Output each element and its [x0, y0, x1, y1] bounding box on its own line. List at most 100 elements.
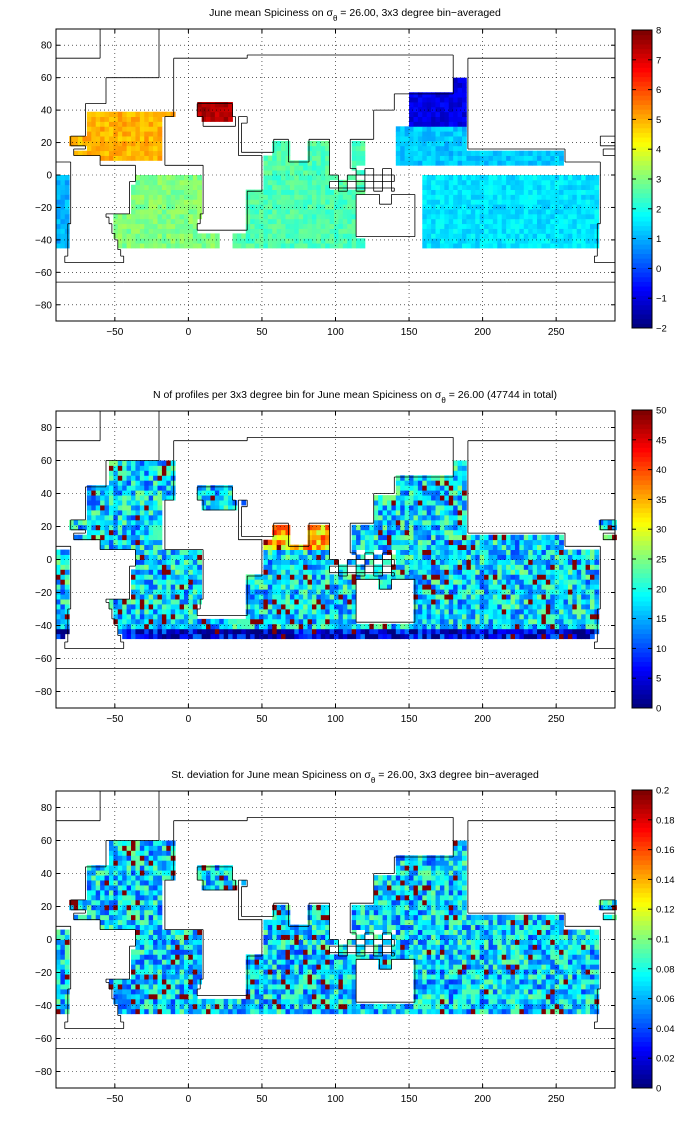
heatmap-cell	[73, 904, 79, 911]
heatmap-cell	[417, 126, 423, 132]
heatmap-cell	[100, 121, 105, 127]
heatmap-cell	[104, 914, 110, 921]
heatmap-cell	[347, 209, 353, 215]
heatmap-cell	[431, 194, 436, 200]
heatmap-cell	[157, 475, 163, 481]
heatmap-cell	[285, 604, 291, 610]
heatmap-cell	[519, 633, 525, 640]
heatmap-cell	[448, 155, 454, 161]
colorbar-swatch	[632, 684, 652, 690]
heatmap-cell	[214, 116, 220, 122]
heatmap-cell	[342, 618, 348, 625]
heatmap-cell	[514, 613, 520, 620]
heatmap-cell	[475, 194, 481, 200]
heatmap-cell	[492, 238, 498, 244]
heatmap-cell	[550, 179, 556, 186]
heatmap-cell	[382, 529, 388, 536]
heatmap-cell	[537, 228, 542, 234]
heatmap-cell	[554, 209, 560, 215]
heatmap-cell	[439, 529, 445, 536]
heatmap-cell	[545, 589, 551, 595]
heatmap-cell	[183, 549, 189, 555]
heatmap-cell	[378, 579, 383, 585]
heatmap-cell	[395, 480, 401, 486]
heatmap-cell	[148, 204, 154, 210]
heatmap-cell	[236, 623, 242, 630]
heatmap-cell	[426, 145, 432, 152]
heatmap-cell	[170, 604, 176, 610]
heatmap-cell	[448, 628, 454, 635]
heatmap-cell	[501, 223, 507, 229]
heatmap-cell	[95, 904, 101, 911]
heatmap-cell	[161, 613, 167, 620]
heatmap-cell	[378, 534, 383, 541]
heatmap-cell	[563, 589, 569, 595]
heatmap-cell	[126, 470, 132, 476]
heatmap-cell	[492, 539, 498, 546]
heatmap-cell	[488, 604, 494, 610]
heatmap-cell	[563, 243, 569, 249]
heatmap-cell	[594, 184, 600, 190]
heatmap-cell	[117, 145, 123, 152]
heatmap-cell	[91, 519, 97, 526]
heatmap-cell	[144, 618, 150, 625]
heatmap-cell	[545, 633, 551, 640]
heatmap-cell	[488, 618, 494, 625]
heatmap-cell	[78, 534, 83, 541]
heatmap-cell	[466, 633, 472, 640]
heatmap-cell	[183, 218, 189, 225]
heatmap-cell	[316, 618, 322, 625]
heatmap-cell	[126, 628, 132, 635]
heatmap-cell	[457, 564, 463, 570]
heatmap-cell	[113, 860, 119, 866]
heatmap-cell	[532, 539, 538, 546]
heatmap-cell	[86, 111, 92, 117]
heatmap-cell	[523, 584, 529, 590]
heatmap-cell	[126, 618, 132, 625]
heatmap-cell	[320, 170, 326, 176]
heatmap-cell	[475, 609, 481, 615]
heatmap-cell	[444, 213, 450, 220]
heatmap-cell	[311, 628, 317, 635]
heatmap-cell	[470, 574, 476, 580]
heatmap-cell	[462, 480, 467, 486]
heatmap-cell	[334, 604, 339, 610]
heatmap-cell	[400, 623, 406, 630]
heatmap-cell	[559, 189, 564, 195]
colorbar-tick-label: 25	[656, 555, 667, 566]
heatmap-cell	[510, 150, 516, 156]
heatmap-cell	[514, 609, 520, 615]
heatmap-cell	[453, 131, 458, 137]
heatmap-cell	[131, 584, 136, 590]
heatmap-cell	[519, 604, 525, 610]
heatmap-cell	[572, 609, 578, 615]
heatmap-cell	[404, 150, 410, 156]
heatmap-cell	[117, 514, 123, 521]
heatmap-cell	[135, 126, 141, 132]
heatmap-cell	[104, 490, 110, 496]
heatmap-cell	[550, 150, 556, 156]
heatmap-cell	[439, 126, 445, 132]
heatmap-cell	[572, 594, 578, 600]
heatmap-cell	[453, 549, 458, 555]
heatmap-cell	[444, 519, 450, 526]
heatmap-cell	[281, 204, 286, 210]
heatmap-cell	[267, 238, 273, 244]
colorbar-swatch	[632, 503, 652, 509]
heatmap-cell	[100, 505, 105, 511]
heatmap-cell	[342, 189, 348, 195]
colorbar-tick-label: 1	[656, 234, 661, 245]
heatmap-cell	[514, 564, 520, 570]
heatmap-cell	[78, 136, 83, 142]
heatmap-cell	[144, 150, 150, 156]
heatmap-cell	[307, 209, 313, 215]
heatmap-cell	[585, 564, 591, 570]
heatmap-cell	[453, 77, 458, 83]
heatmap-cell	[386, 544, 392, 550]
heatmap-cell	[316, 199, 322, 205]
heatmap-cell	[470, 544, 476, 550]
heatmap-cell	[113, 228, 119, 234]
heatmap-cell	[197, 599, 203, 605]
heatmap-cell	[241, 500, 247, 506]
heatmap-cell	[448, 140, 454, 147]
